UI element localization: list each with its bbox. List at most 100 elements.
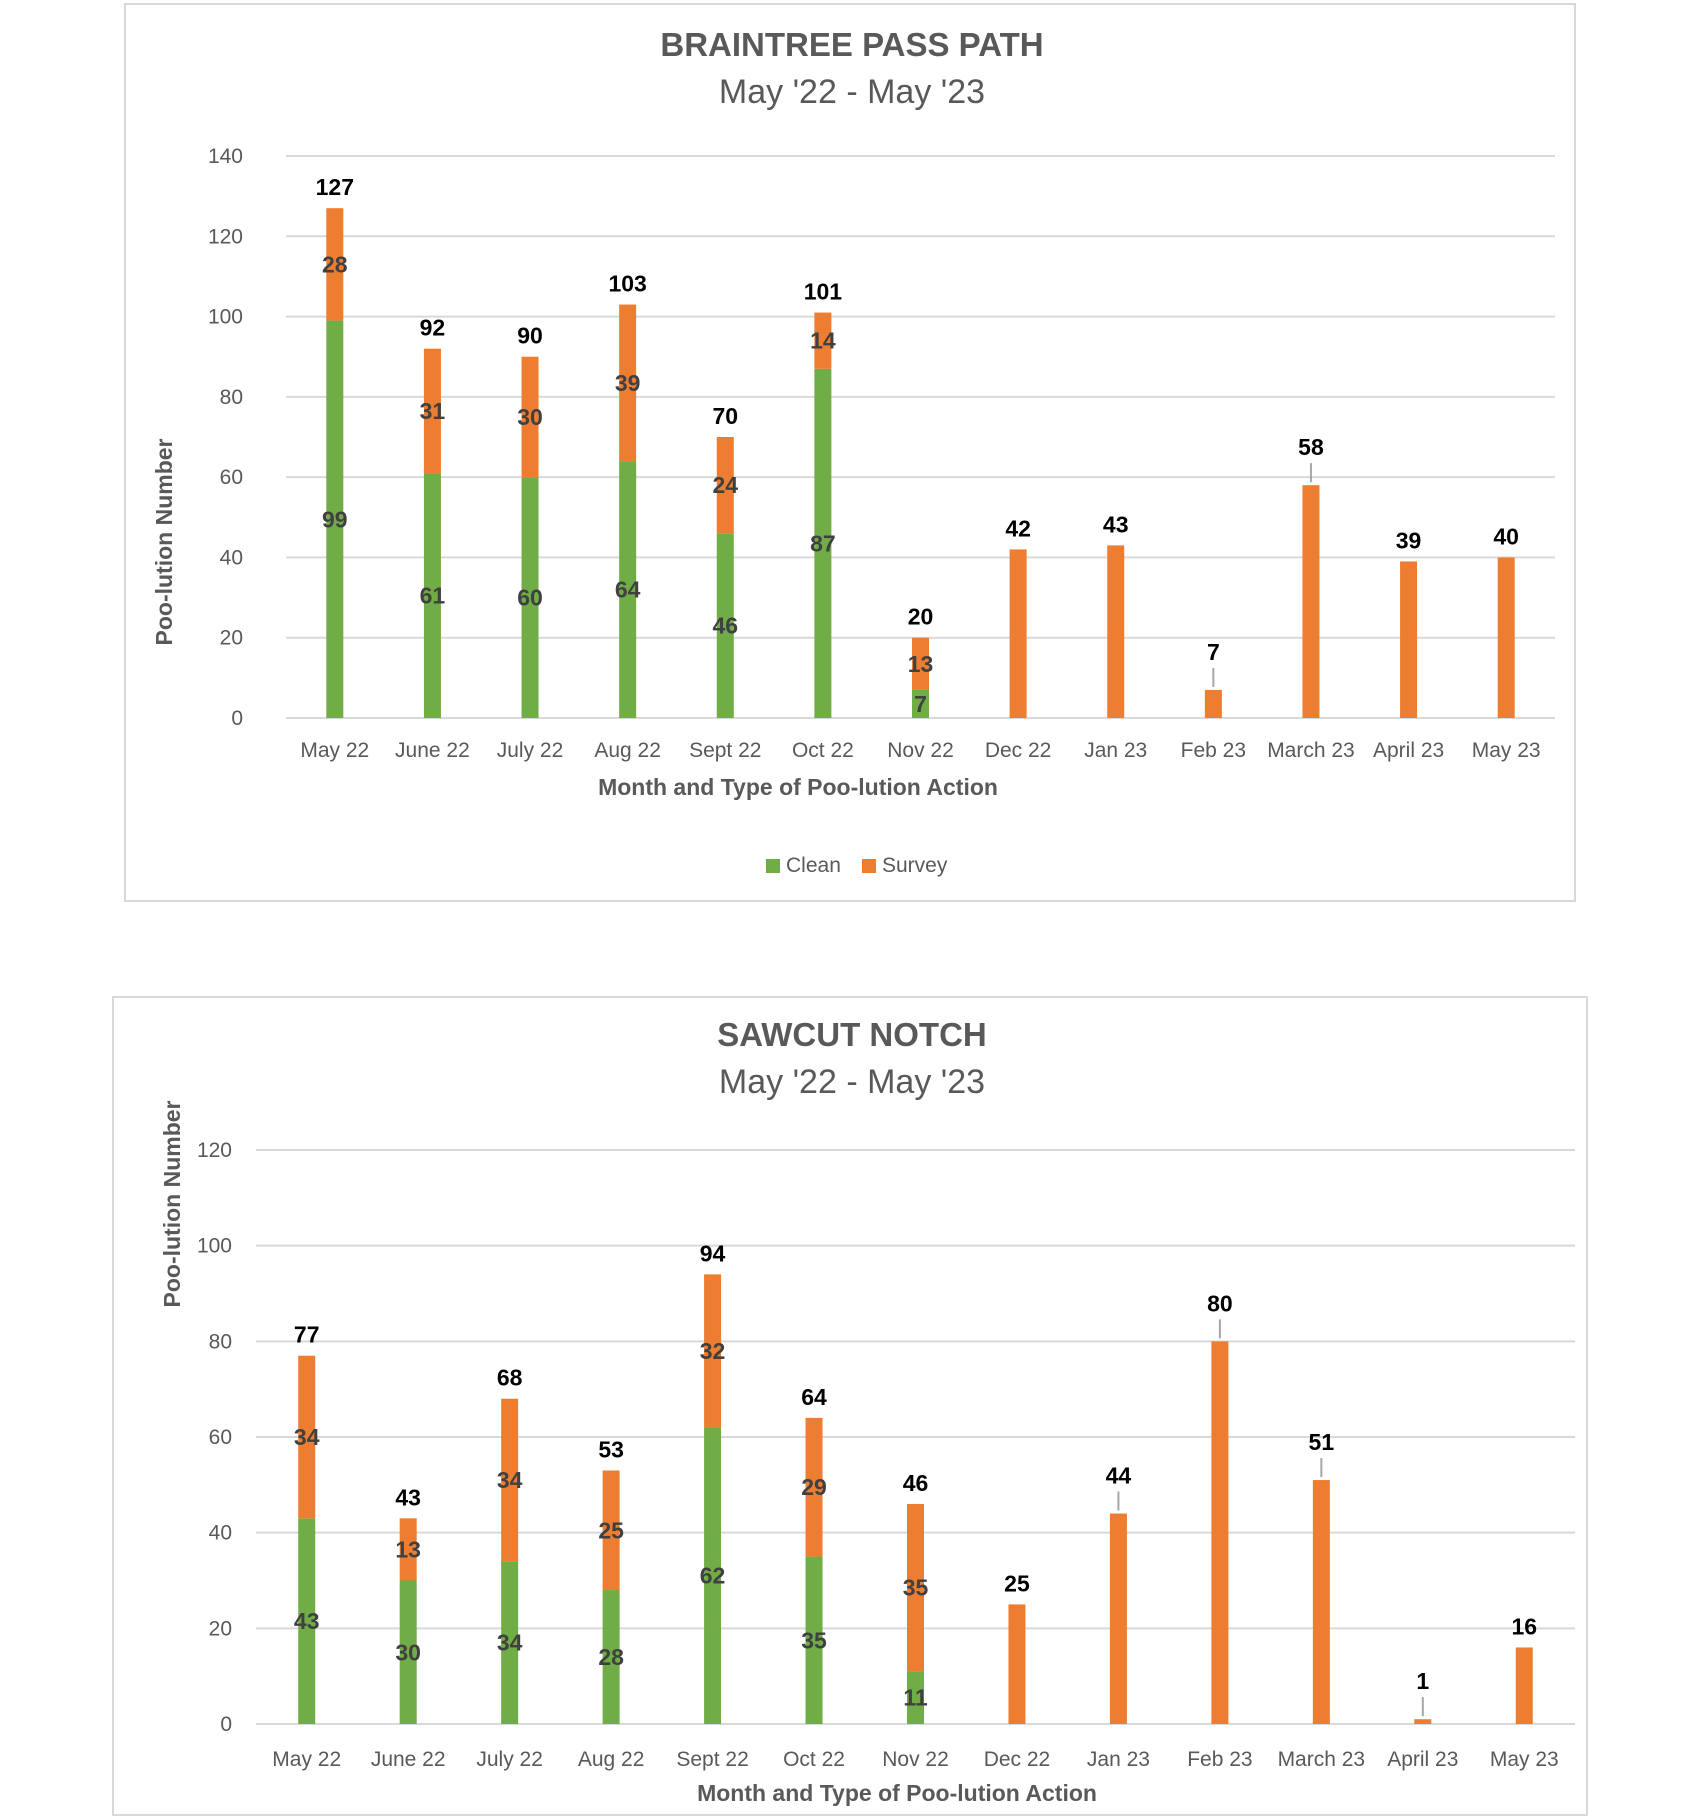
- x-tick-label: Dec 22: [985, 739, 1052, 762]
- chart-title: SAWCUT NOTCH: [717, 1016, 986, 1053]
- bar-clean-nov-22: [907, 1671, 924, 1724]
- bar-survey-june-22: [423, 348, 441, 474]
- y-axis-title: Poo-lution Number: [151, 438, 177, 645]
- bar-survey-oct-22: [814, 312, 832, 369]
- total-label: 94: [700, 1240, 726, 1266]
- total-label: 16: [1511, 1613, 1537, 1639]
- y-tick-label: 60: [209, 1426, 232, 1449]
- total-label: 127: [316, 174, 354, 200]
- total-label: 103: [608, 271, 646, 297]
- bar-survey-july-22: [501, 1398, 519, 1562]
- total-label: 64: [801, 1384, 827, 1410]
- y-tick-label: 100: [197, 1235, 232, 1258]
- total-label: 7: [1207, 639, 1220, 665]
- bar-survey-aug-22: [602, 1470, 620, 1591]
- segment-label: 35: [903, 1575, 929, 1601]
- x-axis-title: Month and Type of Poo-lution Action: [598, 774, 998, 800]
- chart-braintree-pass-path: BRAINTREE PASS PATH May '22 - May '23 Mo…: [124, 3, 1576, 902]
- segment-label: 13: [395, 1536, 421, 1562]
- bar-clean-july-22: [521, 477, 539, 718]
- x-tick-label: July 22: [497, 739, 564, 762]
- y-tick-label: 0: [231, 707, 243, 730]
- data-labels: 99 28 127 May 22 61 31 92 June 22 60 30 90 July 22 6…: [300, 174, 1540, 762]
- segment-label: 34: [497, 1467, 523, 1493]
- total-label: 92: [420, 315, 446, 341]
- x-tick-label: April 23: [1387, 1748, 1458, 1771]
- bar-survey-june-22: [399, 1518, 417, 1581]
- segment-label: 60: [517, 585, 543, 611]
- segment-label: 30: [395, 1639, 421, 1665]
- sawcut-chart-svg: SAWCUT NOTCH May '22 - May '23 Month and…: [159, 1016, 1575, 1806]
- segment-label: 14: [810, 328, 836, 354]
- segment-label: 28: [322, 251, 348, 277]
- bar-clean-may-22: [326, 320, 344, 718]
- bar-survey-aug-22: [619, 304, 637, 462]
- total-label: 42: [1005, 515, 1031, 541]
- x-tick-label: Nov 22: [887, 739, 954, 762]
- segment-label: 30: [517, 404, 543, 430]
- x-tick-label: Jan 23: [1087, 1748, 1150, 1771]
- total-label: 25: [1004, 1570, 1030, 1596]
- y-tick-label: 100: [208, 306, 243, 329]
- bar-clean-may-22: [298, 1518, 316, 1724]
- segment-label: 34: [294, 1424, 320, 1450]
- total-label: 43: [395, 1484, 421, 1510]
- bar-survey-may-22: [298, 1355, 316, 1519]
- x-axis-title: Month and Type of Poo-lution Action: [697, 1780, 1097, 1806]
- segment-label: 25: [598, 1517, 624, 1543]
- bar-survey-april-23: [1400, 561, 1418, 718]
- x-tick-label: Nov 22: [882, 1748, 949, 1771]
- bar-clean-sept-22: [704, 1427, 722, 1724]
- segment-label: 46: [712, 613, 738, 639]
- legend-swatch-clean: [766, 859, 780, 873]
- x-tick-label: Aug 22: [578, 1748, 645, 1771]
- x-tick-label: Feb 23: [1181, 739, 1246, 762]
- total-label: 77: [294, 1322, 320, 1348]
- total-label: 101: [804, 279, 843, 305]
- x-tick-label: Dec 22: [984, 1748, 1051, 1771]
- segment-label: 61: [420, 583, 446, 609]
- y-tick-label: 40: [209, 1522, 232, 1545]
- y-tick-label: 80: [209, 1330, 232, 1353]
- chart-title: BRAINTREE PASS PATH: [660, 26, 1043, 63]
- y-tick-label: 120: [197, 1139, 232, 1162]
- total-label: 68: [497, 1365, 523, 1391]
- bar-survey-sept-22: [716, 437, 734, 534]
- legend-label-clean: Clean: [786, 854, 841, 877]
- bar-clean-nov-22: [912, 689, 929, 718]
- segment-label: 64: [615, 577, 641, 603]
- x-tick-label: March 23: [1278, 1748, 1366, 1771]
- bars: [298, 1274, 1533, 1724]
- total-label: 39: [1396, 527, 1422, 553]
- bar-survey-march-23: [1302, 485, 1320, 718]
- total-label: 43: [1103, 511, 1129, 537]
- total-label: 44: [1106, 1463, 1132, 1489]
- segment-label: 7: [914, 691, 927, 717]
- segment-label: 29: [801, 1474, 827, 1500]
- y-tick-label: 80: [220, 386, 243, 409]
- segment-label: 35: [801, 1627, 827, 1653]
- bar-survey-nov-22: [912, 637, 929, 690]
- total-label: 46: [903, 1470, 929, 1496]
- total-label: 58: [1298, 434, 1324, 460]
- bar-survey-nov-22: [907, 1503, 924, 1672]
- segment-label: 39: [615, 370, 641, 396]
- chart-subtitle: May '22 - May '23: [719, 1063, 985, 1101]
- segment-label: 24: [712, 472, 738, 498]
- gridlines: 0 20 40 60 80 100 120 140: [208, 145, 1555, 730]
- total-label: 51: [1309, 1429, 1335, 1455]
- total-label: 20: [908, 604, 934, 630]
- bar-clean-aug-22: [602, 1590, 620, 1724]
- bar-survey-dec-22: [1009, 549, 1027, 718]
- bar-survey-may-23: [1515, 1647, 1533, 1724]
- x-tick-label: July 22: [476, 1748, 543, 1771]
- segment-label: 34: [497, 1630, 523, 1656]
- segment-label: 28: [598, 1644, 624, 1670]
- bar-survey-dec-22: [1008, 1604, 1026, 1724]
- bar-survey-april-23: [1414, 1719, 1432, 1724]
- chart-subtitle: May '22 - May '23: [719, 73, 985, 111]
- segment-label: 13: [908, 651, 934, 677]
- legend: Clean Survey: [766, 854, 948, 877]
- y-tick-label: 20: [220, 627, 243, 650]
- bar-clean-oct-22: [814, 368, 832, 718]
